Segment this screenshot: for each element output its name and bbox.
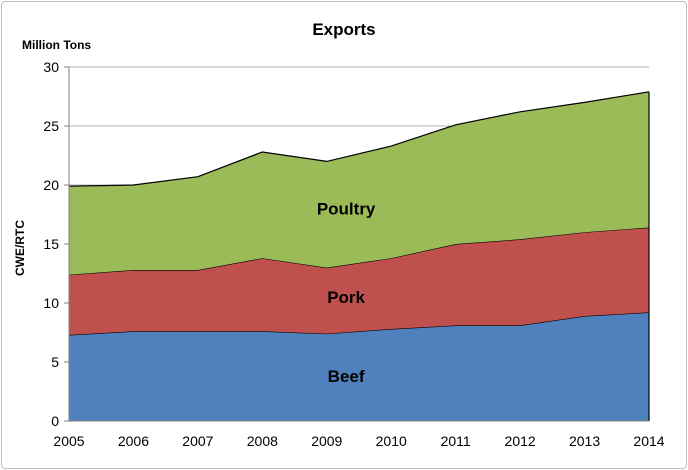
area-poultry xyxy=(69,91,649,275)
x-tick-label-2009: 2009 xyxy=(311,433,342,449)
x-tick-label-2012: 2012 xyxy=(505,433,536,449)
boundary-poultry xyxy=(68,91,650,187)
x-tick-label-2008: 2008 xyxy=(247,433,278,449)
y-tick-label-30: 30 xyxy=(43,59,59,75)
y-axis-title: CWE/RTC xyxy=(13,220,27,276)
x-tick-label-2006: 2006 xyxy=(118,433,149,449)
y-tick-label-5: 5 xyxy=(51,354,59,370)
unit-label: Million Tons xyxy=(22,38,91,52)
x-tick-label-2007: 2007 xyxy=(182,433,213,449)
y-tick-label-15: 15 xyxy=(43,236,59,252)
series-label-beef: Beef xyxy=(328,367,365,386)
series-label-poultry: Poultry xyxy=(317,199,376,218)
x-tick-label-2011: 2011 xyxy=(441,433,471,449)
x-tick-label-2013: 2013 xyxy=(569,433,600,449)
x-tick-label-2005: 2005 xyxy=(53,433,84,449)
y-tick-label-0: 0 xyxy=(51,413,59,429)
y-tick-label-10: 10 xyxy=(43,295,59,311)
series-label-pork: Pork xyxy=(327,288,365,307)
area-pork xyxy=(69,227,649,335)
y-tick-label-20: 20 xyxy=(43,177,59,193)
stacked-areas xyxy=(68,91,650,421)
x-tick-label-2010: 2010 xyxy=(376,433,407,449)
series-labels: Beef Pork Poultry xyxy=(317,199,376,386)
x-tick-label-2014: 2014 xyxy=(633,433,664,449)
area-beef xyxy=(69,312,649,421)
chart-title: Exports xyxy=(312,20,375,39)
y-tick-label-25: 25 xyxy=(43,118,59,134)
tick-labels: 0 5 10 15 20 25 30 2005 2006 2007 2008 2009 2010 2011… xyxy=(43,59,664,449)
